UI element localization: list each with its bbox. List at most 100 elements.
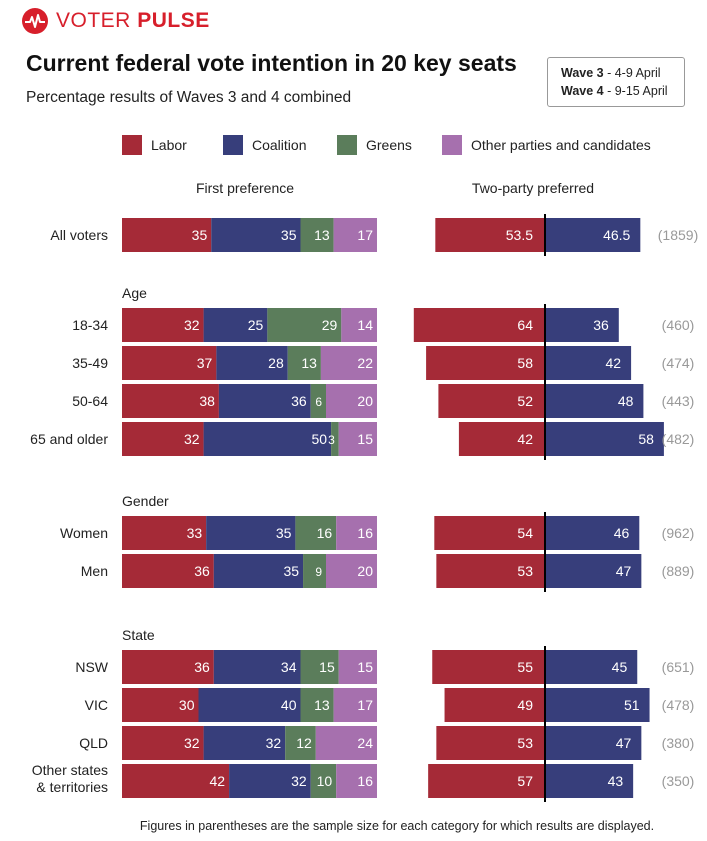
sample-size: (460) <box>662 317 695 333</box>
sample-size: (889) <box>662 563 695 579</box>
first-pref-value-other: 17 <box>357 697 373 713</box>
first-pref-value-coalition: 34 <box>281 659 297 675</box>
first-pref-value-labor: 32 <box>184 431 200 447</box>
row-label: 18-34 <box>72 317 108 333</box>
header-two-party-preferred: Two-party preferred <box>471 180 595 196</box>
first-pref-bar-labor <box>122 764 230 798</box>
legend-swatch-labor <box>122 135 142 155</box>
sample-size: (651) <box>662 659 695 675</box>
wave-3-dates: - 4-9 April <box>603 66 661 80</box>
first-pref-bar-coalition <box>203 422 332 456</box>
tpp-bar-labor <box>436 554 545 588</box>
first-pref-value-other: 17 <box>357 227 373 243</box>
first-pref-bar-coalition <box>206 516 296 550</box>
first-pref-bar-coalition <box>213 650 301 684</box>
wave-3-label: Wave 3 <box>561 66 604 80</box>
legend-swatch-other <box>442 135 462 155</box>
first-pref-bar-greens <box>267 308 342 342</box>
first-pref-bar-greens <box>285 726 316 760</box>
waves-box: Wave 3 - 4-9 April Wave 4 - 9-15 April <box>547 57 685 107</box>
first-pref-value-greens: 29 <box>322 317 338 333</box>
first-pref-value-greens: 9 <box>315 565 322 579</box>
first-pref-bar-coalition <box>213 554 304 588</box>
first-pref-bar-coalition <box>229 764 311 798</box>
tpp-bar-labor <box>434 516 545 550</box>
row-label: Women <box>60 525 108 541</box>
brand-name-part1: VOTER <box>56 9 131 32</box>
first-pref-bar-labor <box>122 688 199 722</box>
first-pref-value-labor: 30 <box>179 697 195 713</box>
tpp-bar-labor <box>428 764 545 798</box>
tpp-bar-coalition <box>545 346 632 380</box>
tpp-bar-coalition <box>545 308 619 342</box>
legend-item-other: Other parties and candidates <box>442 135 651 155</box>
pulse-logo-icon <box>22 8 48 34</box>
tpp-value-coalition: 58 <box>638 431 654 447</box>
first-pref-value-other: 20 <box>357 393 373 409</box>
sample-size: (1859) <box>658 227 698 243</box>
first-pref-bar-greens <box>287 346 321 380</box>
first-pref-value-other: 14 <box>357 317 373 333</box>
first-pref-value-other: 16 <box>357 773 373 789</box>
first-pref-bar-other <box>336 764 377 798</box>
tpp-bar-coalition <box>545 688 650 722</box>
first-pref-bar-other <box>326 554 377 588</box>
tpp-value-coalition: 36 <box>593 317 609 333</box>
first-pref-bar-other <box>326 384 377 418</box>
first-pref-value-greens: 3 <box>328 433 335 447</box>
row-label: VIC <box>85 697 108 713</box>
first-pref-value-coalition: 32 <box>266 735 282 751</box>
first-pref-value-coalition: 36 <box>291 393 307 409</box>
brand-name-part2: PULSE <box>137 9 210 32</box>
wave-4-line: Wave 4 - 9-15 April <box>561 82 684 100</box>
tpp-value-labor: 42 <box>517 431 533 447</box>
tpp-bar-labor <box>458 422 545 456</box>
first-pref-bar-other <box>341 308 377 342</box>
row-label: & territories <box>36 779 108 795</box>
legend-swatch-coalition <box>223 135 243 155</box>
tpp-bar-labor <box>413 308 545 342</box>
legend-item-greens: Greens <box>337 135 412 155</box>
sample-size: (350) <box>662 773 695 789</box>
first-pref-value-labor: 36 <box>194 563 210 579</box>
legend-label-labor: Labor <box>151 137 187 153</box>
chart-subtitle: Percentage results of Waves 3 and 4 comb… <box>26 89 352 106</box>
sample-size: (443) <box>662 393 695 409</box>
first-pref-value-labor: 33 <box>187 525 203 541</box>
first-pref-value-labor: 36 <box>194 659 210 675</box>
tpp-bar-labor <box>426 346 545 380</box>
first-pref-value-greens: 13 <box>314 697 330 713</box>
first-pref-value-greens: 6 <box>315 395 322 409</box>
row-label: 65 and older <box>30 431 108 447</box>
tpp-bar-coalition <box>545 764 634 798</box>
chart-title: Current federal vote intention in 20 key… <box>26 50 517 76</box>
group-heading: State <box>122 627 155 643</box>
tpp-bar-labor <box>438 384 545 418</box>
sample-size: (380) <box>662 735 695 751</box>
group-heading: Gender <box>122 493 169 509</box>
tpp-bar-coalition <box>545 218 641 252</box>
first-pref-bar-coalition <box>203 308 268 342</box>
first-pref-value-coalition: 35 <box>281 227 297 243</box>
tpp-value-coalition: 47 <box>616 735 632 751</box>
tpp-bar-coalition <box>545 384 644 418</box>
sample-size: (474) <box>662 355 695 371</box>
sample-size: (478) <box>662 697 695 713</box>
tpp-value-labor: 58 <box>517 355 533 371</box>
first-pref-bar-other <box>315 726 377 760</box>
first-pref-bar-labor <box>122 422 204 456</box>
first-pref-value-labor: 42 <box>210 773 226 789</box>
tpp-bar-labor <box>444 688 545 722</box>
tpp-value-coalition: 46 <box>614 525 630 541</box>
first-pref-bar-other <box>338 650 377 684</box>
first-pref-value-labor: 32 <box>184 735 200 751</box>
first-pref-bar-other <box>333 218 377 252</box>
tpp-bar-coalition <box>545 516 640 550</box>
first-pref-bar-greens <box>300 650 339 684</box>
first-pref-value-labor: 32 <box>184 317 200 333</box>
first-pref-bar-coalition <box>218 384 311 418</box>
first-pref-bar-other <box>320 346 377 380</box>
first-pref-value-coalition: 28 <box>268 355 284 371</box>
tpp-bar-labor <box>432 650 545 684</box>
